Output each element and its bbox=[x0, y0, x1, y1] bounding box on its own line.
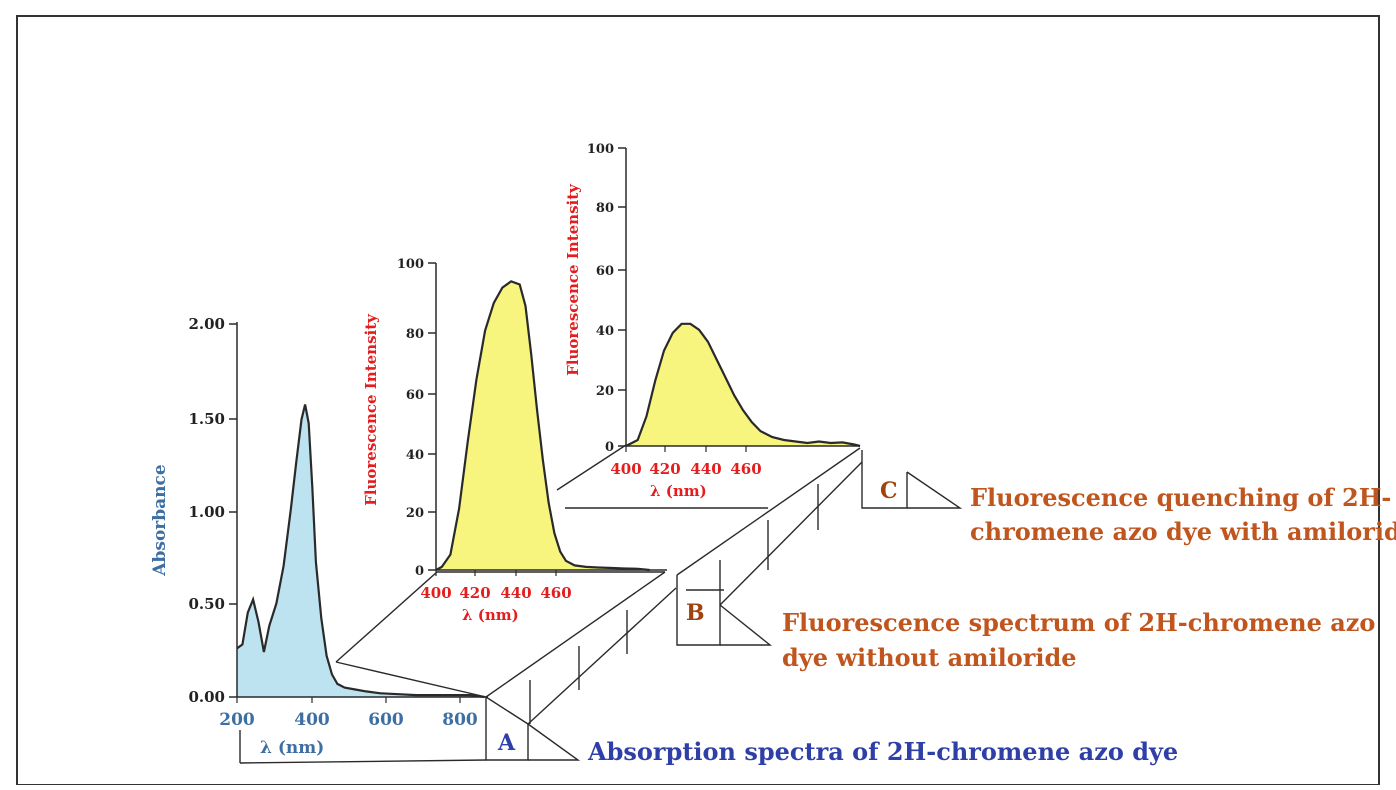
x-tick-label: 460 bbox=[730, 460, 761, 478]
x-tick-label: 400 bbox=[420, 584, 451, 602]
label-letter-b: B bbox=[686, 600, 705, 626]
desc-a: Absorption spectra of 2H-chromene azo dy… bbox=[587, 737, 1178, 766]
y-tick-label: 1.50 bbox=[188, 410, 225, 428]
y-tick-label: 0 bbox=[605, 440, 614, 455]
platform-3d bbox=[240, 445, 960, 763]
x-tick-label: 400 bbox=[294, 710, 330, 730]
riser-ab-bottom bbox=[528, 588, 676, 724]
desc-b-line2: dye without amiloride bbox=[782, 643, 1077, 672]
y-tick-label: 60 bbox=[596, 264, 614, 279]
y-axis-label: Absorbance bbox=[150, 464, 170, 577]
tri-c bbox=[907, 472, 960, 508]
label-letter-c: C bbox=[880, 478, 898, 504]
x-tick-label: 200 bbox=[219, 710, 255, 730]
desc-b-line1: Fluorescence spectrum of 2H-chromene azo bbox=[782, 608, 1375, 637]
y-axis-label: Fluorescence Intensity bbox=[564, 183, 582, 376]
x-tick-label: 400 bbox=[610, 460, 641, 478]
tri-b bbox=[720, 605, 770, 645]
area-fill-b bbox=[436, 281, 650, 570]
y-tick-label: 80 bbox=[596, 201, 614, 216]
x-axis-label: λ (nm) bbox=[462, 606, 519, 624]
y-tick-label: 20 bbox=[596, 384, 614, 399]
panel-c: 0 20 40 60 80 100 400 420 440 460 λ (nm) Fluorescen… bbox=[564, 142, 860, 500]
tri-a bbox=[528, 724, 578, 760]
x-tick-label: 460 bbox=[540, 584, 571, 602]
x-axis-label: λ (nm) bbox=[650, 482, 707, 500]
y-tick-label: 60 bbox=[406, 388, 424, 403]
area-fill-a bbox=[237, 405, 484, 698]
desc-c-line2: chromene azo dye with amiloride bbox=[970, 517, 1396, 546]
label-letter-a: A bbox=[497, 730, 516, 756]
y-tick-label: 100 bbox=[587, 142, 614, 157]
x-tick-label: 800 bbox=[442, 710, 478, 730]
y-tick-label: 80 bbox=[406, 327, 424, 342]
y-tick-label: 0.50 bbox=[188, 595, 225, 613]
y-tick-label: 0.00 bbox=[188, 688, 225, 706]
floor-a-front bbox=[240, 760, 486, 763]
y-tick-label: 40 bbox=[406, 448, 424, 463]
block-a-top bbox=[486, 697, 528, 724]
y-tick-label: 2.00 bbox=[188, 315, 225, 333]
y-tick-label: 40 bbox=[596, 324, 614, 339]
x-tick-label: 440 bbox=[690, 460, 721, 478]
y-tick-label: 0 bbox=[415, 564, 424, 579]
x-tick-label: 420 bbox=[459, 584, 490, 602]
x-tick-label: 440 bbox=[500, 584, 531, 602]
y-tick-label: 1.00 bbox=[188, 503, 225, 521]
y-tick-label: 20 bbox=[406, 506, 424, 521]
riser-bc-bottom bbox=[720, 462, 862, 605]
y-axis-label: Fluorescence Intensity bbox=[362, 313, 380, 506]
x-tick-label: 420 bbox=[649, 460, 680, 478]
desc-c-line1: Fluorescence quenching of 2H- bbox=[970, 483, 1391, 512]
x-tick-label: 600 bbox=[368, 710, 404, 730]
area-fill-c bbox=[626, 324, 860, 446]
y-tick-label: 100 bbox=[397, 257, 424, 272]
x-axis-label: λ (nm) bbox=[260, 738, 324, 758]
